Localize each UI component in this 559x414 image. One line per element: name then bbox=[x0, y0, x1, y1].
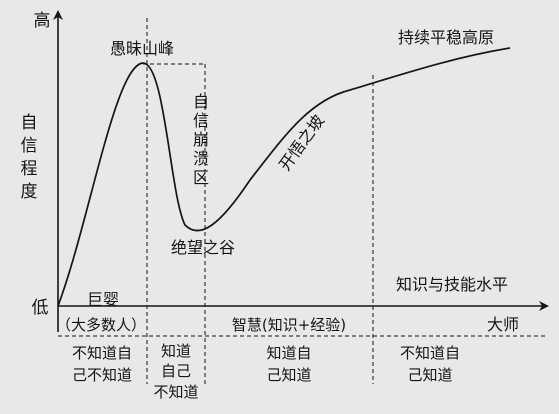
quadrant-line: 己知道 bbox=[266, 366, 311, 384]
quadrant-line: 知道自 bbox=[266, 344, 311, 362]
quadrant-line: 不知道自 bbox=[72, 344, 132, 362]
peak-label: 愚昧山峰 bbox=[110, 39, 174, 58]
collapse-char: 信 bbox=[193, 111, 209, 130]
x-axis-title: 知识与技能水平 bbox=[396, 275, 508, 294]
quadrant-line: 自己 bbox=[161, 362, 191, 380]
quadrant-line: 不知道 bbox=[153, 383, 198, 401]
y-axis-title: 自 信 程 度 bbox=[21, 113, 38, 202]
valley-label: 绝望之谷 bbox=[171, 238, 235, 257]
collapse-char: 自 bbox=[193, 92, 209, 111]
majority-label: （大多数人） bbox=[56, 316, 146, 334]
bottom-quadrant-4: 不知道自 己知道 bbox=[400, 344, 460, 384]
giant-baby-label: 巨婴 bbox=[87, 290, 119, 309]
bottom-quadrant-2: 知道 自己 不知道 bbox=[153, 342, 198, 401]
collapse-char: 区 bbox=[193, 168, 209, 187]
bottom-quadrant-3: 知道自 己知道 bbox=[266, 344, 311, 384]
collapse-zone-label: 自 信 崩 溃 区 bbox=[193, 92, 209, 187]
plateau-label: 持续平稳高原 bbox=[398, 28, 494, 47]
wisdom-label: 智慧(知识+经验) bbox=[232, 316, 346, 334]
bottom-quadrant-1: 不知道自 己不知道 bbox=[72, 344, 132, 384]
quadrant-line: 不知道自 bbox=[400, 344, 460, 362]
quadrant-line: 己知道 bbox=[407, 366, 452, 384]
y-title-char: 程 bbox=[21, 159, 38, 179]
y-title-char: 度 bbox=[21, 182, 38, 202]
slope-label: 开悟之坡 bbox=[275, 111, 328, 174]
collapse-char: 溃 bbox=[193, 149, 209, 168]
quadrant-line: 知道 bbox=[161, 342, 191, 360]
y-title-char: 自 bbox=[21, 113, 38, 133]
y-title-char: 信 bbox=[21, 136, 38, 156]
y-bottom-label: 低 bbox=[32, 298, 49, 318]
quadrant-line: 己不知道 bbox=[72, 366, 132, 384]
y-top-label: 高 bbox=[34, 11, 51, 31]
dashed-guides bbox=[58, 18, 547, 384]
collapse-char: 崩 bbox=[193, 130, 209, 149]
master-label: 大师 bbox=[487, 315, 519, 334]
confidence-curve bbox=[57, 47, 511, 307]
